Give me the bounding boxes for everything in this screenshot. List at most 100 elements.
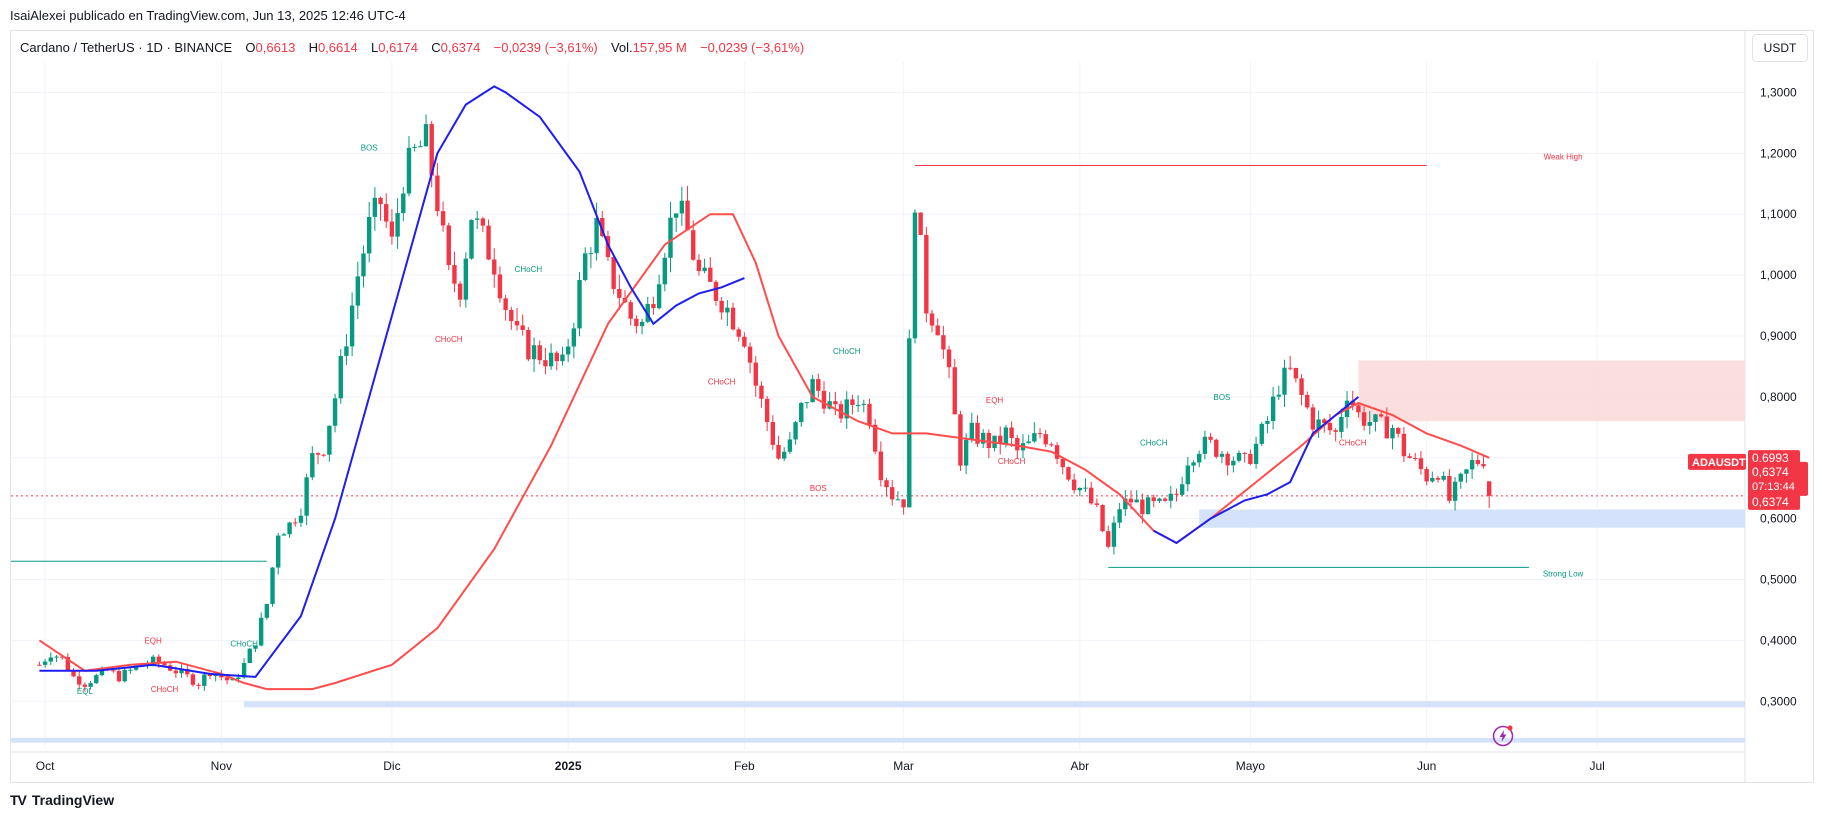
ma-blue-line-late — [1153, 396, 1360, 545]
candle-body — [1054, 445, 1060, 459]
candle-body — [1418, 458, 1424, 470]
candle-body — [111, 670, 116, 672]
candle-up — [1111, 516, 1117, 555]
candle-body — [872, 424, 878, 452]
candle-body — [1316, 419, 1321, 430]
candle-body — [1282, 367, 1287, 395]
high-label: H — [308, 40, 318, 55]
candle-down — [1054, 442, 1060, 465]
candle-down — [526, 327, 531, 362]
candle-up — [1270, 387, 1276, 430]
candle-body — [185, 668, 190, 675]
candle-body — [1066, 467, 1071, 480]
candle-down — [753, 356, 758, 397]
flash-icon[interactable] — [1492, 725, 1514, 747]
candle-body — [747, 346, 753, 363]
candle-down — [185, 665, 190, 678]
candle-up — [787, 431, 793, 454]
candle-up — [463, 252, 469, 308]
candle-body — [651, 303, 656, 309]
candle-body — [952, 367, 957, 415]
candle-up — [298, 508, 304, 528]
candle-body — [554, 352, 559, 362]
candle-body — [810, 379, 815, 403]
candle-up — [895, 491, 901, 501]
candle-body — [202, 674, 207, 686]
annotation-label: EQH — [986, 396, 1004, 405]
candle-down — [952, 359, 957, 415]
candle-body — [423, 124, 429, 147]
candle-body — [99, 668, 105, 676]
annotation-label: BOS — [361, 143, 378, 152]
candle-down — [1435, 475, 1441, 483]
candle-up — [202, 673, 207, 691]
annotation-label: EQL — [77, 687, 94, 696]
candle-down — [634, 315, 639, 334]
candle-body — [679, 200, 685, 214]
candle-down — [764, 395, 770, 432]
candle-body — [77, 676, 82, 685]
candle-body — [452, 265, 457, 284]
candle-body — [355, 276, 360, 306]
candle-up — [1032, 422, 1037, 443]
candle-up — [247, 647, 252, 664]
candle-body — [963, 439, 969, 466]
candle-up — [361, 245, 366, 288]
candle-body — [1231, 460, 1236, 466]
candle-down — [1293, 367, 1299, 383]
zone-blue-3 — [11, 737, 1745, 743]
candle-body — [833, 401, 838, 405]
candle-down — [1401, 427, 1407, 463]
candle-body — [503, 298, 508, 311]
zone-blue-1 — [244, 701, 1745, 708]
candle-body — [662, 257, 668, 285]
candle-down — [446, 222, 451, 271]
candle-body — [736, 329, 741, 337]
candle-body — [924, 234, 929, 314]
candle-body — [486, 225, 491, 260]
candle-body — [1179, 484, 1185, 495]
candle-body — [1486, 481, 1492, 496]
candle-body — [1413, 458, 1418, 460]
candle-body — [1026, 441, 1031, 444]
currency-button[interactable]: USDT — [1752, 34, 1808, 62]
candle-up — [1168, 486, 1173, 509]
chart-frame[interactable] — [10, 30, 1814, 783]
candle-up — [94, 673, 99, 685]
candle-up — [969, 412, 975, 443]
ticker-tag-text: ADAUSDT — [1692, 457, 1746, 469]
tradingview-brand[interactable]: TV TradingView — [10, 792, 114, 808]
candle-down — [776, 435, 781, 460]
candle-down — [1088, 481, 1094, 505]
y-tick-label: 0,3000 — [1760, 694, 1797, 708]
symbol-title[interactable]: Cardano / TetherUS · 1D · BINANCE — [20, 40, 233, 55]
candle-down — [378, 196, 383, 221]
candle-down — [77, 671, 82, 690]
y-tick-label: 0,8000 — [1760, 390, 1797, 404]
candle-up — [258, 612, 264, 647]
candle-up — [804, 402, 810, 409]
candle-body — [1430, 477, 1435, 482]
candle-up — [1452, 476, 1458, 511]
candle-body — [241, 663, 247, 678]
candle-body — [1350, 400, 1355, 406]
candle-body — [594, 218, 599, 254]
candle-body — [1469, 460, 1475, 470]
candle-body — [673, 213, 679, 218]
candle-body — [1378, 414, 1384, 417]
candle-down — [389, 209, 395, 245]
candle-body — [958, 414, 963, 466]
candle-body — [861, 403, 866, 405]
candle-body — [1032, 433, 1037, 442]
candle-body — [304, 477, 309, 516]
candle-up — [327, 425, 332, 462]
candle-up — [531, 337, 537, 373]
candle-body — [537, 345, 542, 361]
candle-up — [54, 655, 59, 662]
candle-body — [770, 422, 776, 445]
candle-up — [560, 346, 565, 366]
y-tick-label: 1,1000 — [1760, 207, 1797, 221]
candle-body — [270, 567, 275, 604]
candle-up — [423, 114, 429, 147]
